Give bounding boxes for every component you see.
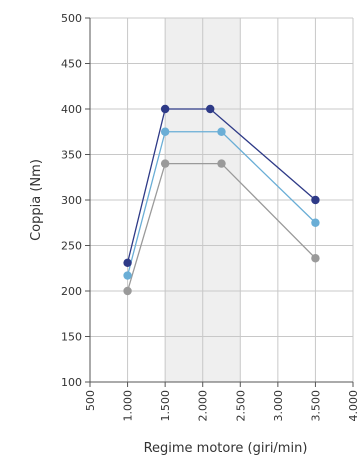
data-point <box>123 258 132 267</box>
x-tick-label: 500 <box>84 390 97 411</box>
data-point <box>160 104 170 114</box>
y-gridlines <box>90 17 353 337</box>
x-tick-label: 2.500 <box>234 390 247 422</box>
data-point <box>123 271 132 280</box>
data-point <box>311 195 320 205</box>
data-point <box>217 127 226 136</box>
y-tick-label: 100 <box>61 376 82 389</box>
y-tick-label: 400 <box>61 103 82 116</box>
y-tick-label: 300 <box>61 194 82 207</box>
y-tick-label: 250 <box>61 240 82 253</box>
y-tick-label: 450 <box>61 58 82 71</box>
data-point <box>160 159 170 168</box>
y-tick-label: 150 <box>61 331 82 344</box>
x-axis-label: Regime motore (giri/min) <box>144 441 308 456</box>
series-line <box>126 131 316 276</box>
series-line <box>126 108 316 263</box>
data-point <box>311 218 320 227</box>
y-tick-labels: 100 150 200 250 300 350 400 450 500 <box>61 12 90 389</box>
x-tick-label: 1.500 <box>159 390 172 422</box>
x-tick-label: 4.000 <box>347 390 358 422</box>
y-tick-label: 500 <box>61 12 82 25</box>
y-tick-label: 350 <box>61 149 82 162</box>
series-layer <box>123 104 320 296</box>
data-point <box>123 286 132 296</box>
x-tick-label: 3.000 <box>272 390 285 422</box>
x-tick-labels: 500 1.000 1.500 2.000 2.500 3.000 3.500 4.000 <box>84 382 358 422</box>
x-tick-label: 2.000 <box>197 390 210 422</box>
y-axis-label: Coppia (Nm) <box>29 159 44 241</box>
series-line <box>126 162 316 292</box>
data-point <box>311 254 320 263</box>
x-tick-label: 1.000 <box>122 390 135 422</box>
x-tick-label: 3.500 <box>309 390 322 422</box>
series-3 <box>123 159 320 296</box>
series-2 <box>123 127 320 280</box>
series-1 <box>123 104 320 267</box>
data-point <box>217 159 226 168</box>
data-point <box>206 104 215 114</box>
y-tick-label: 200 <box>61 285 82 298</box>
data-point <box>160 127 170 136</box>
